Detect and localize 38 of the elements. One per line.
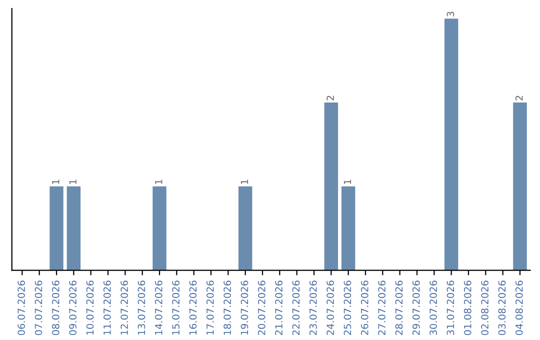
x-tick-label: 15.07.2026 [172,280,180,335]
x-tick-label: 03.08.2026 [498,280,506,336]
x-tick-label: 27.07.2026 [378,280,386,335]
x-tick-label: 22.07.2026 [292,280,300,335]
x-tick-label: 11.07.2026 [103,280,111,335]
x-tick-label: 19.07.2026 [240,280,248,335]
x-tick-label: 16.07.2026 [189,280,197,335]
x-tick-label: 17.07.2026 [206,280,214,335]
x-tick-label: 14.07.2026 [154,280,162,335]
x-tick-label: 04.08.2026 [515,280,523,336]
data-label: 1 [344,180,352,184]
x-tick-label: 07.07.2026 [34,280,42,336]
x-tick-label: 18.07.2026 [224,280,231,335]
x-tick-label: 10.07.2026 [86,280,94,335]
x-tick-label: 31.07.2026 [446,280,454,335]
data-label: 1 [69,180,76,184]
data-label: 2 [515,96,523,100]
data-label: 1 [155,180,162,184]
x-tick-label: 21.07.2026 [275,280,282,335]
x-tick-label: 20.07.2026 [258,280,266,335]
x-tick-label: 13.07.2026 [138,280,146,335]
x-tick-label: 29.07.2026 [412,280,420,335]
x-tick-label: 24.07.2026 [326,280,334,335]
x-tick-label: 08.07.2026 [52,280,60,336]
data-label: 3 [446,12,454,16]
x-tick-label: 26.07.2026 [360,280,368,335]
x-tick-label: 25.07.2026 [344,280,352,335]
x-tick-label: 09.07.2026 [69,280,76,336]
data-label: 1 [240,180,248,184]
data-label: 2 [326,96,334,100]
x-tick-label: 30.07.2026 [430,280,437,335]
x-tick-label: 02.08.2026 [481,280,488,336]
x-tick-label: 28.07.2026 [395,280,403,335]
x-tick-label: 06.07.2026 [18,280,25,336]
x-tick-label: 12.07.2026 [120,280,128,335]
x-tick-label: 01.08.2026 [464,280,472,336]
data-label: 1 [52,180,60,184]
x-tick-label: 23.07.2026 [309,280,317,335]
